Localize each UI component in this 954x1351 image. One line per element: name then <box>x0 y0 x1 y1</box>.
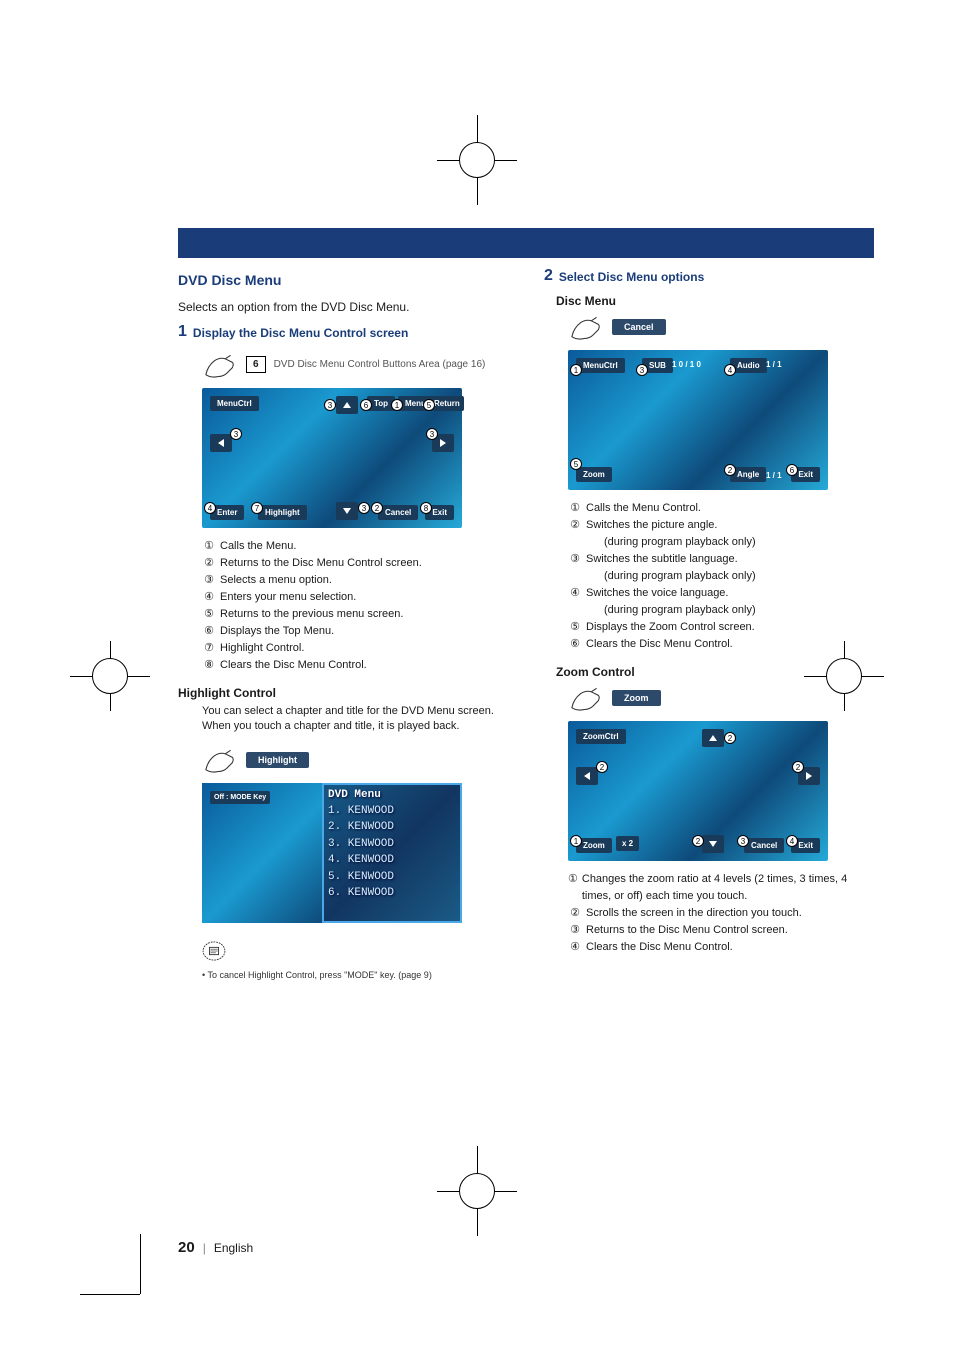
zoom-button: Zoom <box>612 690 661 706</box>
hand-icon <box>202 745 238 775</box>
label-cancel: Cancel <box>744 838 784 853</box>
step-1-button-number: 6 <box>246 356 266 373</box>
highlight-hand-row: Highlight <box>202 745 512 775</box>
zoom-hand-row: Zoom <box>568 683 878 713</box>
step-1-button-desc: DVD Disc Menu Control Buttons Area (page… <box>274 358 486 371</box>
off-mode-label: Off : MODE Key <box>210 791 270 804</box>
step-1-number: 1 <box>178 324 187 340</box>
page-footer: 20 | English <box>178 1239 253 1256</box>
step-1-list: ①Calls the Menu. ②Returns to the Disc Me… <box>202 538 512 674</box>
arrow-down <box>702 835 724 853</box>
disc-menu-control-screen: MenuCtrl 3 Top 6 Menu 1 Return 5 3 3 Ent… <box>202 388 512 528</box>
arrow-up <box>336 396 358 414</box>
highlight-note: • To cancel Highlight Control, press "MO… <box>202 970 512 980</box>
zoom-heading: Zoom Control <box>556 665 878 679</box>
label-zoom: Zoom <box>576 467 612 482</box>
header-bar <box>178 228 874 258</box>
step-2-text: Select Disc Menu options <box>559 268 704 286</box>
disc-menu-heading: Disc Menu <box>556 294 878 308</box>
page-number: 20 <box>178 1239 195 1256</box>
hand-icon <box>568 683 604 713</box>
label-highlight: Highlight <box>258 505 307 520</box>
zoom-list: ①Changes the zoom ratio at 4 levels (2 t… <box>568 871 878 956</box>
highlight-heading: Highlight Control <box>178 686 512 700</box>
hand-icon <box>202 350 238 380</box>
left-column: DVD Disc Menu Selects an option from the… <box>178 268 512 980</box>
note-icon <box>202 941 226 961</box>
label-zoomctrl: ZoomCtrl <box>576 729 626 744</box>
step-1-text: Display the Disc Menu Control screen <box>193 324 408 342</box>
arrow-left <box>576 767 598 785</box>
section-title: DVD Disc Menu <box>178 272 512 288</box>
highlight-desc: You can select a chapter and title for t… <box>202 704 512 735</box>
disc-menu-screen: MenuCtrl 1 SUB 3 1 0 / 1 0 Audio 4 1 / 1… <box>568 350 878 490</box>
page-language: English <box>214 1241 253 1255</box>
right-column: 2 Select Disc Menu options Disc Menu Can… <box>544 268 878 980</box>
step-1: 1 Display the Disc Menu Control screen <box>178 324 512 342</box>
step-1-hand-row: 6 DVD Disc Menu Control Buttons Area (pa… <box>202 350 512 380</box>
label-return: Return <box>430 396 464 411</box>
step-2: 2 Select Disc Menu options <box>544 268 878 286</box>
step-2-list: ①Calls the Menu Control. ②Switches the p… <box>568 500 878 653</box>
crop-mark-bottom <box>447 1166 507 1216</box>
highlight-screen: Off : MODE Key DVD Menu 1. KENWOOD 2. KE… <box>202 783 512 923</box>
label-menuctrl: MenuCtrl <box>576 358 625 373</box>
arrow-up <box>702 729 724 747</box>
arrow-down <box>336 502 358 520</box>
highlight-button: Highlight <box>246 752 309 768</box>
arrow-left <box>210 434 232 452</box>
sub-value: 1 0 / 1 0 <box>672 360 701 369</box>
label-cancel: Cancel <box>378 505 418 520</box>
crop-mark-top <box>447 135 507 185</box>
audio-value: 1 / 1 <box>766 360 782 369</box>
step-2-number: 2 <box>544 268 553 284</box>
dvd-menu-list: DVD Menu 1. KENWOOD 2. KENWOOD 3. KENWOO… <box>322 783 462 923</box>
zoom-value: x 2 <box>616 836 639 851</box>
crop-mark-left <box>80 651 140 701</box>
disc-menu-hand-row: Cancel <box>568 312 878 342</box>
cancel-button: Cancel <box>612 319 666 335</box>
angle-value: 1 / 1 <box>766 471 782 480</box>
label-menuctrl: MenuCtrl <box>210 396 259 411</box>
intro-text: Selects an option from the DVD Disc Menu… <box>178 300 512 314</box>
hand-icon <box>568 312 604 342</box>
zoom-control-screen: ZoomCtrl 2 2 2 Zoom 1 x 2 2 Cancel 3 Exi… <box>568 721 878 861</box>
